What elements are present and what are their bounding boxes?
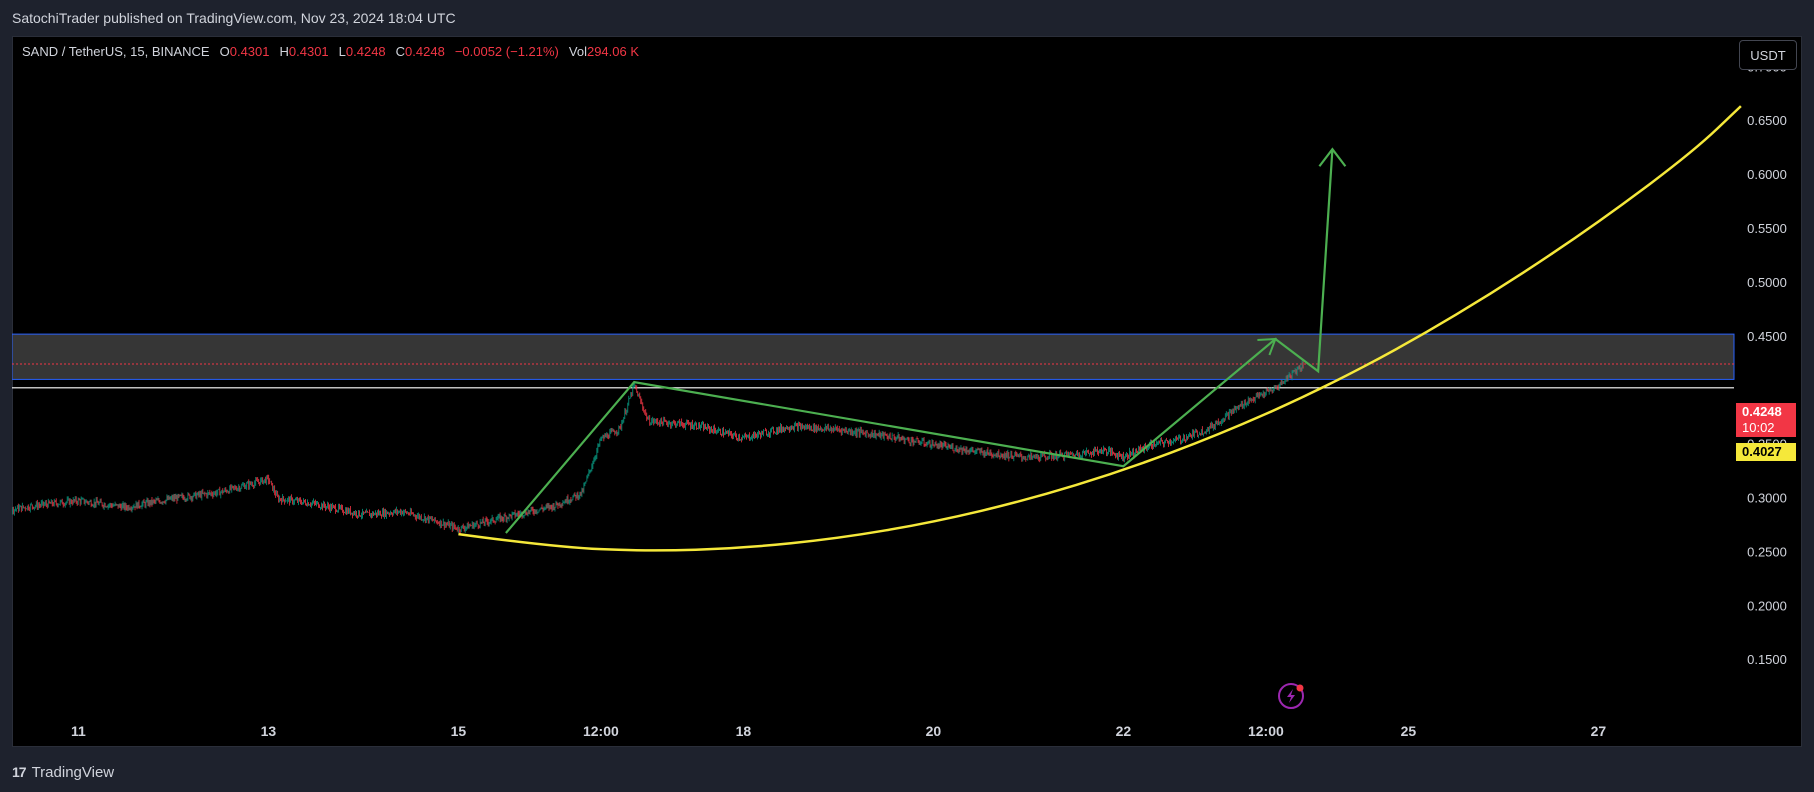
lightning-icon[interactable] bbox=[1278, 683, 1304, 709]
y-tick-label: 0.5500 bbox=[1747, 221, 1787, 236]
projection-arrow-layer bbox=[505, 147, 1347, 534]
last-price-badge: 0.4248 10:02 bbox=[1736, 403, 1796, 437]
high-value: 0.4301 bbox=[288, 44, 329, 59]
x-tick-label: 18 bbox=[736, 723, 752, 739]
y-tick-label: 0.3000 bbox=[1747, 491, 1787, 506]
open-label: O bbox=[219, 44, 230, 59]
y-tick-label: 0.6000 bbox=[1747, 167, 1787, 182]
x-tick-label: 13 bbox=[261, 723, 277, 739]
publisher-text: SatochiTrader published on TradingView.c… bbox=[12, 10, 456, 26]
publisher-bar: SatochiTrader published on TradingView.c… bbox=[0, 0, 1814, 36]
level-price-value: 0.4027 bbox=[1742, 444, 1782, 459]
x-tick-label: 27 bbox=[1591, 723, 1607, 739]
level-price-badge: 0.4027 bbox=[1736, 443, 1796, 461]
x-tick-label: 20 bbox=[926, 723, 942, 739]
x-tick-label: 25 bbox=[1401, 723, 1417, 739]
y-tick-label: 0.6500 bbox=[1747, 113, 1787, 128]
arrow-head-small bbox=[1257, 337, 1277, 356]
y-tick-label: 0.2500 bbox=[1747, 544, 1787, 559]
last-price-value: 0.4248 bbox=[1742, 404, 1782, 419]
y-tick-label: 0.1500 bbox=[1747, 652, 1787, 667]
x-tick-label: 22 bbox=[1116, 723, 1132, 739]
ohlc-legend: SAND / TetherUS, 15, BINANCE O 0.4301 H 0.… bbox=[22, 44, 649, 59]
close-label: C bbox=[395, 44, 406, 59]
change-value: −0.0052 (−1.21%) bbox=[454, 44, 559, 59]
x-tick-label: 15 bbox=[451, 723, 467, 739]
currency-button[interactable]: USDT bbox=[1739, 40, 1797, 70]
close-value: 0.4248 bbox=[405, 44, 445, 59]
volume-label: Vol bbox=[568, 44, 587, 59]
chart-canvas[interactable]: 0.70000.65000.60000.55000.50000.45000.35… bbox=[12, 36, 1802, 747]
cup-curve[interactable] bbox=[458, 105, 1742, 552]
chart-pane[interactable] bbox=[12, 36, 1802, 747]
projection-arrow[interactable] bbox=[505, 149, 1334, 534]
cup-curve-layer bbox=[458, 105, 1742, 552]
y-tick-label: 0.2000 bbox=[1747, 598, 1787, 613]
resistance-zone[interactable] bbox=[12, 333, 1735, 380]
open-value: 0.4301 bbox=[229, 44, 270, 59]
tradingview-logo-icon[interactable]: 17 bbox=[12, 764, 27, 780]
high-label: H bbox=[279, 44, 289, 59]
low-label: L bbox=[338, 44, 346, 59]
x-axis-ticks: 11 13 15 12:00 18 20 22 12:00 25 27 bbox=[71, 723, 1606, 739]
x-tick-label: 12:00 bbox=[1248, 723, 1284, 739]
y-tick-label: 0.4500 bbox=[1747, 329, 1787, 344]
bar-countdown: 10:02 bbox=[1742, 420, 1775, 435]
low-value: 0.4248 bbox=[345, 44, 386, 59]
candles-layer bbox=[12, 360, 1304, 534]
symbol-label[interactable]: SAND / TetherUS, 15, BINANCE bbox=[22, 44, 210, 59]
x-tick-label: 12:00 bbox=[583, 723, 619, 739]
y-axis-ticks: 0.70000.65000.60000.55000.50000.45000.35… bbox=[1747, 59, 1787, 667]
footer-brand[interactable]: TradingView bbox=[31, 763, 115, 781]
volume-value: 294.06 K bbox=[586, 44, 640, 59]
footer: 17 TradingView bbox=[12, 760, 114, 784]
resistance-zone-layer bbox=[12, 333, 1735, 389]
arrow-head bbox=[1318, 147, 1347, 167]
x-tick-label: 11 bbox=[71, 723, 86, 739]
y-tick-label: 0.5000 bbox=[1747, 275, 1787, 290]
